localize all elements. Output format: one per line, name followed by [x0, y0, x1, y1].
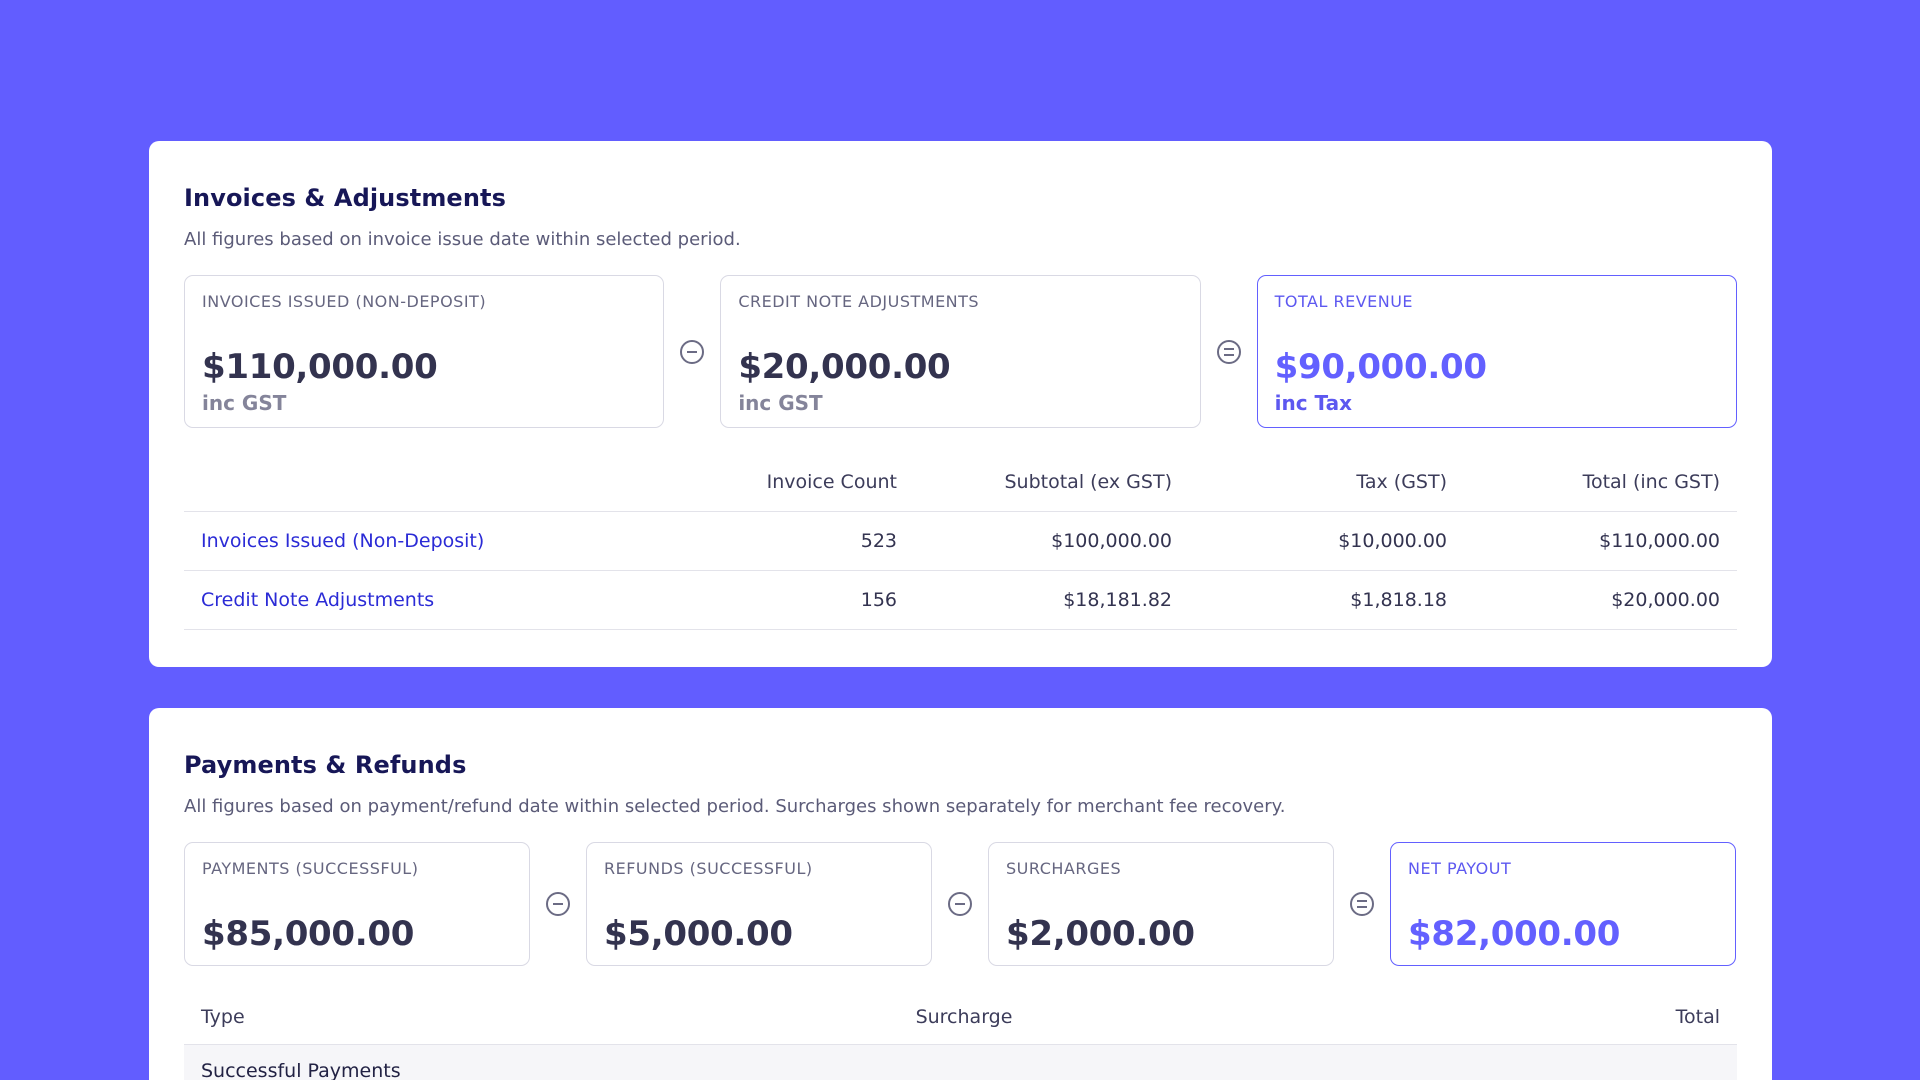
metric-label: CREDIT NOTE ADJUSTMENTS — [738, 292, 980, 311]
operator — [664, 339, 720, 364]
metric-value: $85,000.00 — [202, 914, 415, 954]
metric-payments-successful: PAYMENTS (SUCCESSFUL) $85,000.00 — [184, 842, 530, 966]
table-row: Credit Note Adjustments 156 $18,181.82 $… — [184, 570, 1737, 630]
metric-value: $2,000.00 — [1006, 914, 1195, 954]
cell-total: $110,000.00 — [1464, 511, 1737, 571]
column-header: Total (inc GST) — [1464, 453, 1737, 512]
operator — [530, 892, 586, 916]
metric-net-payout: NET PAYOUT $82,000.00 — [1390, 842, 1736, 966]
table-header-row: Invoice Count Subtotal (ex GST) Tax (GST… — [184, 453, 1737, 512]
metric-note: inc GST — [738, 391, 823, 415]
metric-refunds-successful: REFUNDS (SUCCESSFUL) $5,000.00 — [586, 842, 932, 966]
metric-value: $90,000.00 — [1274, 347, 1487, 387]
metric-label: SURCHARGES — [1006, 859, 1122, 878]
metric-label: NET PAYOUT — [1408, 859, 1512, 878]
section-title: Invoices & Adjustments — [184, 184, 506, 212]
invoices-adjustments-card: Invoices & Adjustments All figures based… — [149, 141, 1772, 667]
column-header: Surcharge — [704, 990, 1224, 1045]
row-link-credit-note-adjustments[interactable]: Credit Note Adjustments — [184, 570, 654, 630]
minus-circle-icon — [680, 339, 705, 364]
metric-label: REFUNDS (SUCCESSFUL) — [604, 859, 813, 878]
summary-metrics: PAYMENTS (SUCCESSFUL) $85,000.00 REFUNDS… — [184, 842, 1737, 966]
group-label: Successful Payments — [184, 1044, 1737, 1080]
metric-label: TOTAL REVENUE — [1274, 292, 1414, 311]
cell-tax: $10,000.00 — [1189, 511, 1464, 571]
metric-surcharges: SURCHARGES $2,000.00 — [988, 842, 1334, 966]
operator — [932, 892, 988, 916]
minus-circle-icon — [546, 892, 570, 916]
column-header: Invoice Count — [654, 453, 914, 512]
metric-value: $5,000.00 — [604, 914, 793, 954]
row-link-invoices-issued[interactable]: Invoices Issued (Non-Deposit) — [184, 511, 654, 571]
payments-table: Type Surcharge Total Successful Payments — [184, 990, 1737, 1080]
cell-subtotal: $18,181.82 — [914, 570, 1189, 630]
column-header: Tax (GST) — [1189, 453, 1464, 512]
metric-value: $110,000.00 — [202, 347, 438, 387]
equals-circle-icon — [1216, 339, 1241, 364]
table-row: Invoices Issued (Non-Deposit) 523 $100,0… — [184, 511, 1737, 571]
section-title: Payments & Refunds — [184, 751, 467, 779]
cell-count: 523 — [654, 511, 914, 571]
summary-metrics: INVOICES ISSUED (NON-DEPOSIT) $110,000.0… — [184, 275, 1738, 428]
group-row: Successful Payments — [184, 1044, 1737, 1080]
cell-count: 156 — [654, 570, 914, 630]
equals-circle-icon — [1350, 892, 1374, 916]
table-header-row: Type Surcharge Total — [184, 990, 1737, 1045]
column-header: Total — [1224, 990, 1737, 1045]
operator — [1334, 892, 1390, 916]
metric-note: inc GST — [202, 391, 287, 415]
metric-label: PAYMENTS (SUCCESSFUL) — [202, 859, 419, 878]
metric-credit-note-adjustments: CREDIT NOTE ADJUSTMENTS $20,000.00 inc G… — [720, 275, 1201, 428]
column-header: Subtotal (ex GST) — [914, 453, 1189, 512]
invoices-table: Invoice Count Subtotal (ex GST) Tax (GST… — [184, 453, 1737, 630]
metric-invoices-issued: INVOICES ISSUED (NON-DEPOSIT) $110,000.0… — [184, 275, 665, 428]
payments-refunds-card: Payments & Refunds All figures based on … — [149, 708, 1772, 1080]
cell-total: $20,000.00 — [1464, 570, 1737, 630]
metric-note: inc Tax — [1274, 391, 1352, 415]
metric-value: $20,000.00 — [738, 347, 951, 387]
section-subtitle: All figures based on payment/refund date… — [184, 796, 1286, 817]
metric-value: $82,000.00 — [1408, 914, 1621, 954]
metric-total-revenue: TOTAL REVENUE $90,000.00 inc Tax — [1256, 275, 1738, 428]
minus-circle-icon — [948, 892, 972, 916]
column-header — [184, 453, 654, 512]
metric-label: INVOICES ISSUED (NON-DEPOSIT) — [202, 292, 487, 311]
column-header: Type — [184, 990, 704, 1045]
cell-subtotal: $100,000.00 — [914, 511, 1189, 571]
cell-tax: $1,818.18 — [1189, 570, 1464, 630]
operator — [1201, 339, 1257, 364]
section-subtitle: All figures based on invoice issue date … — [184, 229, 741, 250]
